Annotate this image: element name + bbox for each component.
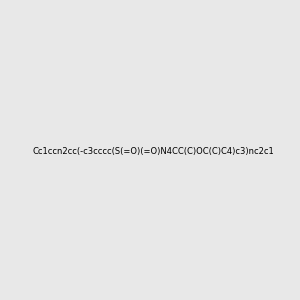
Text: Cc1ccn2cc(-c3cccc(S(=O)(=O)N4CC(C)OC(C)C4)c3)nc2c1: Cc1ccn2cc(-c3cccc(S(=O)(=O)N4CC(C)OC(C)C… — [33, 147, 274, 156]
